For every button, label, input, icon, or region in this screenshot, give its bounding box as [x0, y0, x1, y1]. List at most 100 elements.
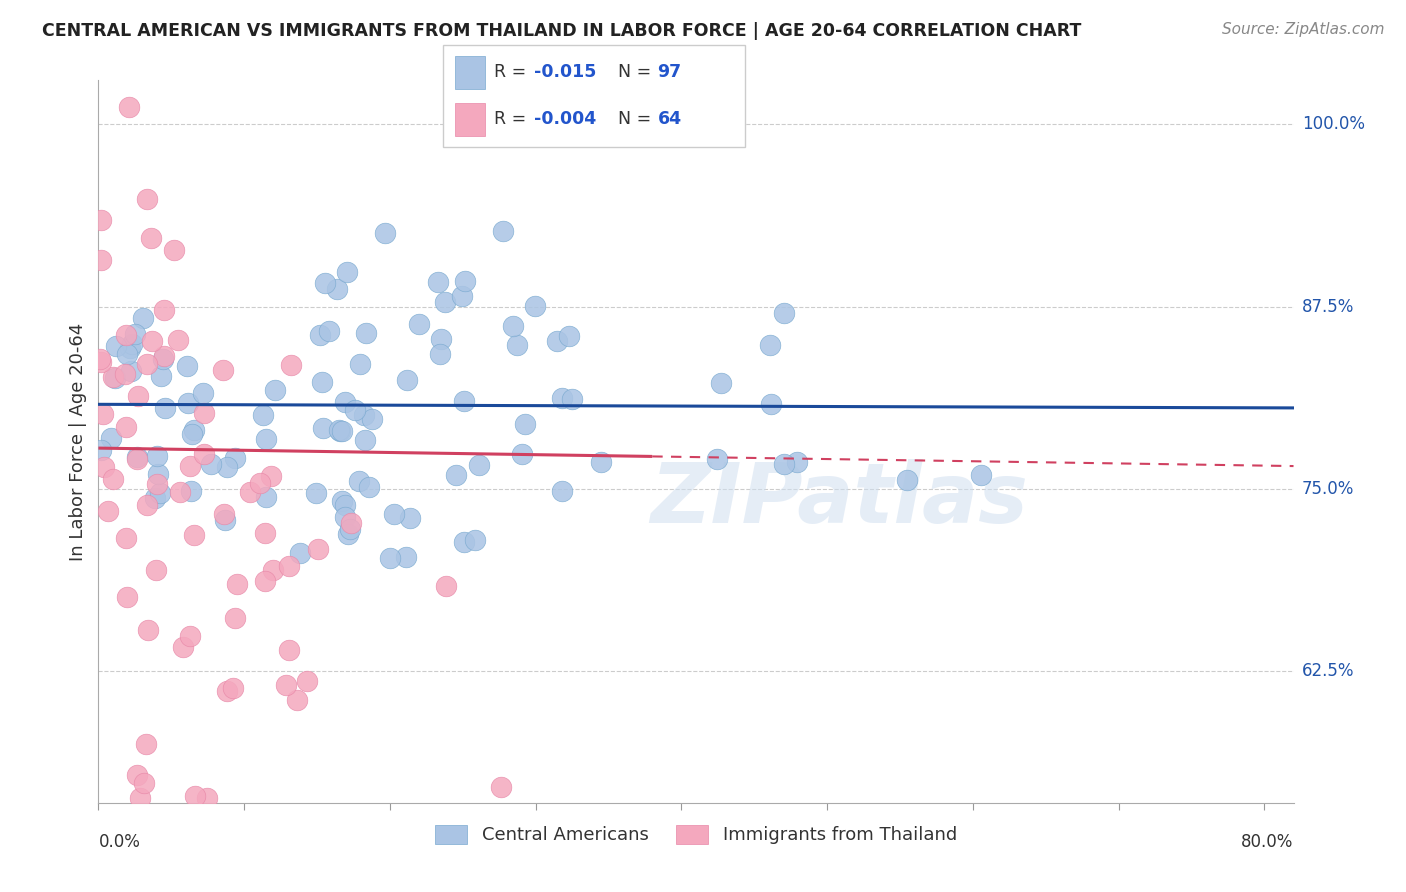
Point [103, 472, 125, 486]
Point [114, 531, 136, 545]
Point [169, 485, 191, 500]
Point [146, 476, 169, 491]
Point [337, 527, 360, 541]
Point [115, 420, 138, 434]
Point [214, 513, 236, 527]
Point [141, 334, 163, 348]
Point [444, 467, 467, 482]
Point [100, 431, 122, 445]
FancyBboxPatch shape [456, 103, 485, 136]
Point [184, 789, 207, 803]
Point [328, 423, 350, 437]
Point [429, 347, 451, 361]
Point [127, 451, 149, 466]
Point [285, 693, 308, 707]
Point [453, 535, 475, 549]
Point [314, 276, 336, 290]
Text: 87.5%: 87.5% [1302, 298, 1354, 316]
Point [558, 329, 581, 343]
Point [155, 401, 177, 416]
Point [311, 375, 333, 389]
Point [349, 357, 371, 371]
Point [163, 243, 186, 257]
Text: R =: R = [495, 63, 531, 81]
Point [329, 424, 352, 438]
Point [181, 427, 204, 442]
Point [127, 389, 149, 403]
Point [253, 525, 276, 540]
Point [118, 100, 141, 114]
Point [124, 326, 146, 341]
Point [253, 574, 276, 588]
Point [970, 467, 993, 482]
Point [395, 550, 418, 565]
Point [295, 674, 318, 689]
Point [304, 486, 326, 500]
Text: 80.0%: 80.0% [1241, 833, 1294, 851]
Text: CENTRAL AMERICAN VS IMMIGRANTS FROM THAILAND IN LABOR FORCE | AGE 20-64 CORRELAT: CENTRAL AMERICAN VS IMMIGRANTS FROM THAI… [42, 22, 1081, 40]
Point [89, 351, 111, 366]
Point [288, 546, 311, 560]
Point [221, 681, 243, 695]
Point [276, 678, 298, 692]
Point [524, 299, 547, 313]
Point [115, 328, 138, 343]
Point [551, 484, 574, 499]
Point [510, 447, 533, 461]
Point [335, 509, 357, 524]
Point [193, 447, 215, 461]
Point [183, 528, 205, 542]
Point [114, 368, 136, 382]
Point [136, 357, 159, 371]
Point [260, 469, 283, 483]
Point [339, 522, 361, 536]
Point [353, 409, 375, 423]
Point [464, 533, 486, 548]
Point [330, 493, 353, 508]
Text: ZIPatlas: ZIPatlas [651, 458, 1028, 540]
Text: -0.015: -0.015 [534, 63, 596, 81]
Text: N =: N = [619, 111, 657, 128]
Point [96, 504, 118, 518]
Point [546, 334, 568, 349]
Point [115, 347, 138, 361]
Point [354, 433, 377, 447]
Point [200, 457, 222, 471]
Point [90, 213, 112, 227]
Point [145, 563, 167, 577]
Point [344, 403, 367, 417]
Point [225, 576, 247, 591]
Point [384, 508, 406, 522]
Point [239, 484, 262, 499]
Point [153, 302, 176, 317]
Point [146, 450, 169, 464]
Point [193, 407, 215, 421]
Point [128, 791, 150, 805]
Point [357, 480, 380, 494]
Point [120, 364, 142, 378]
Point [561, 392, 583, 406]
Point [149, 486, 172, 500]
Point [254, 432, 277, 446]
Text: 100.0%: 100.0% [1302, 115, 1365, 133]
Text: Source: ZipAtlas.com: Source: ZipAtlas.com [1222, 22, 1385, 37]
Point [215, 684, 238, 698]
Point [152, 352, 174, 367]
Point [277, 642, 299, 657]
Point [492, 224, 515, 238]
Point [454, 274, 477, 288]
Legend: Central Americans, Immigrants from Thailand: Central Americans, Immigrants from Thail… [427, 818, 965, 852]
Point [90, 252, 112, 267]
Point [115, 590, 138, 604]
Point [90, 355, 112, 369]
Y-axis label: In Labor Force | Age 20-64: In Labor Force | Age 20-64 [69, 322, 87, 561]
Point [179, 629, 201, 643]
Point [326, 282, 349, 296]
Point [506, 338, 529, 352]
Point [224, 611, 246, 625]
Point [378, 550, 401, 565]
Point [347, 474, 370, 488]
Point [513, 417, 536, 431]
Point [374, 226, 396, 240]
Point [148, 467, 170, 481]
